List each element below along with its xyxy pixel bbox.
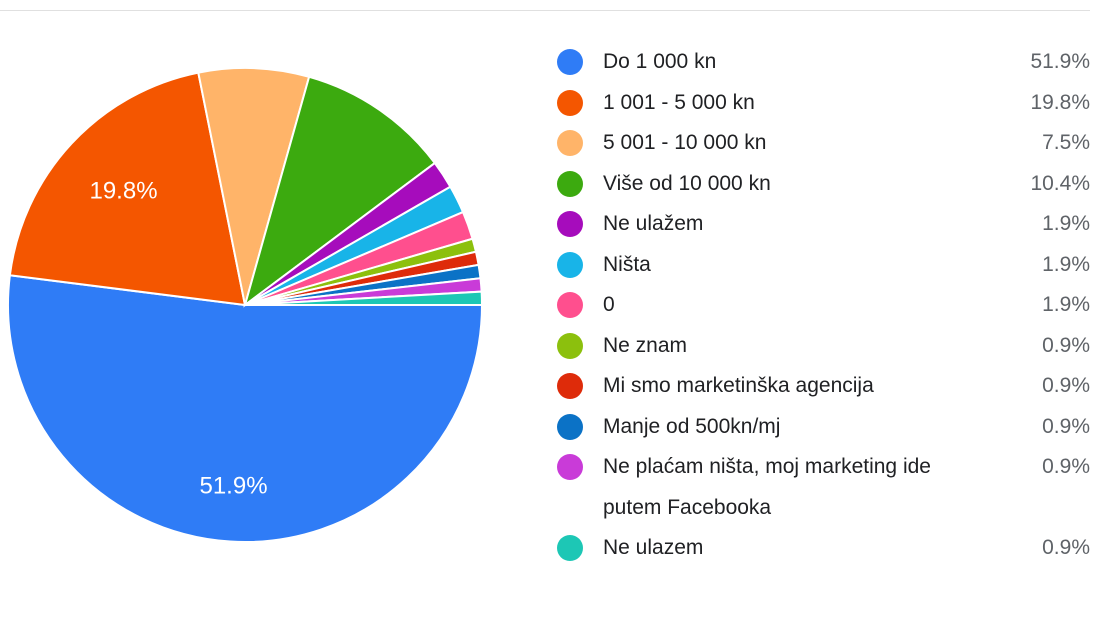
legend-swatch <box>557 413 583 440</box>
legend-value: 0.9% <box>1042 374 1090 397</box>
legend-value: 0.9% <box>1042 455 1090 478</box>
slice-label: 19.8% <box>89 177 157 204</box>
legend-swatch <box>557 332 583 359</box>
legend-label: 0 <box>603 293 615 316</box>
legend-label: Više od 10 000 kn <box>603 171 771 195</box>
legend-value: 0.9% <box>1042 536 1090 559</box>
pie-slice <box>244 290 484 306</box>
legend-swatch <box>557 535 583 561</box>
legend-swatch <box>557 130 583 156</box>
legend: Do 1 000 kn 51.9% 1 001 - 5 000 kn 19.8% 5 0… <box>555 42 1090 569</box>
legend-item: Mi smo marketinška agencija 0.9% <box>555 366 1090 407</box>
legend-swatch <box>557 49 583 75</box>
legend-value: 19.8% <box>1030 90 1090 114</box>
legend-item: 1 001 - 5 000 kn 19.8% <box>555 83 1090 124</box>
legend-value: 7.5% <box>1042 131 1090 154</box>
legend-swatch <box>557 251 583 278</box>
legend-label: Ne znam <box>603 333 688 357</box>
divider <box>0 10 1090 11</box>
pie-slice <box>243 75 437 308</box>
legend-item: Ne ulazem 0.9% <box>555 528 1090 569</box>
legend-label: Mi smo marketinška agencija <box>603 374 874 397</box>
legend-item: Ništa 1.9% <box>555 245 1090 286</box>
legend-value: 51.9% <box>1030 50 1090 73</box>
legend-label: Ništa <box>603 252 651 276</box>
pie-slice <box>7 274 484 543</box>
legend-label: Ne plaćam ništa, moj marketing ide putem… <box>603 455 931 519</box>
legend-label: Do 1 000 kn <box>603 50 717 73</box>
legend-item: 5 001 - 10 000 kn 7.5% <box>555 123 1090 164</box>
slice-label: 51.9% <box>199 472 267 499</box>
pie-slice <box>197 67 311 306</box>
legend-value: 1.9% <box>1042 252 1090 276</box>
legend-swatch <box>557 373 583 399</box>
legend-item: 0 1.9% <box>555 285 1090 326</box>
legend-label: Manje od 500kn/mj <box>603 414 781 438</box>
legend-swatch <box>557 292 583 318</box>
legend-value: 10.4% <box>1030 171 1090 195</box>
legend-item: Ne znam 0.9% <box>555 326 1090 367</box>
legend-item: Ne plaćam ništa, moj marketing ide putem… <box>555 447 1090 528</box>
legend-value: 0.9% <box>1042 333 1090 357</box>
legend-label: Ne ulazem <box>603 536 704 559</box>
legend-item: Do 1 000 kn 51.9% <box>555 42 1090 83</box>
legend-label: Ne ulažem <box>603 212 704 235</box>
legend-item: Više od 10 000 kn 10.4% <box>555 164 1090 205</box>
legend-label: 1 001 - 5 000 kn <box>603 90 755 114</box>
legend-swatch <box>557 89 583 116</box>
pie-chart: 51.9% 19.8% <box>7 67 484 543</box>
legend-value: 0.9% <box>1042 414 1090 438</box>
legend-swatch <box>557 454 583 480</box>
pie-slice <box>8 71 247 307</box>
legend-value: 1.9% <box>1042 212 1090 235</box>
legend-swatch <box>557 170 583 197</box>
legend-swatch <box>557 211 583 237</box>
legend-item: Manje od 500kn/mj 0.9% <box>555 407 1090 448</box>
legend-label: 5 001 - 10 000 kn <box>603 131 767 154</box>
legend-value: 1.9% <box>1042 293 1090 316</box>
legend-item: Ne ulažem 1.9% <box>555 204 1090 245</box>
